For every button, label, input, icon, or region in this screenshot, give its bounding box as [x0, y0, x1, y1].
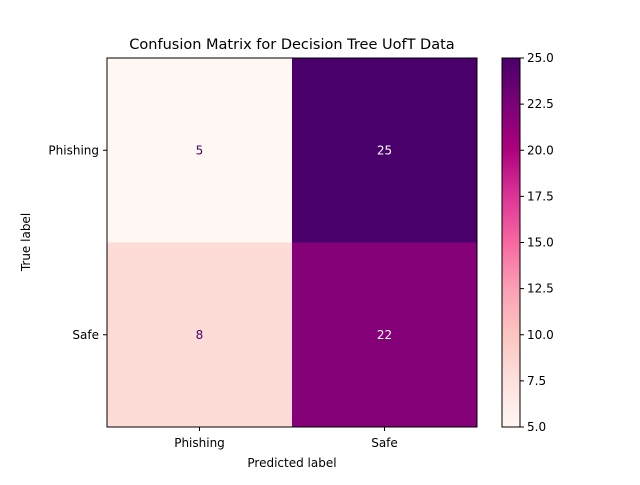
colorbar [501, 57, 521, 428]
colorbar-tick-label: 17.5 [527, 189, 554, 203]
cell-value-label: 8 [196, 328, 204, 342]
colorbar-tick-label: 25.0 [527, 51, 554, 65]
chart-title: Confusion Matrix for Decision Tree UofT … [129, 37, 454, 53]
x-axis-ticks: Phishing Safe [174, 427, 398, 450]
cell-value-label: 5 [196, 143, 204, 157]
plot-frame [106, 57, 478, 428]
colorbar-tick-label: 12.5 [527, 282, 554, 296]
heatmap-cell-labels: 5 25 8 22 [196, 143, 392, 342]
colorbar-tick-label: 15.0 [527, 236, 554, 250]
y-tick-label: Safe [72, 328, 99, 342]
heatmap-cell [292, 58, 477, 243]
colorbar-ticks: 5.0 7.5 10.0 12.5 15.0 17.5 20.0 22.5 25.0 [520, 51, 554, 434]
heatmap-cell [107, 242, 292, 427]
colorbar-tick-label: 10.0 [527, 328, 554, 342]
x-tick-label: Phishing [174, 436, 225, 450]
y-axis-label: True label [19, 213, 33, 272]
y-tick-label: Phishing [48, 143, 99, 157]
colorbar-tick-label: 7.5 [527, 374, 546, 388]
colorbar-tick-label: 5.0 [527, 420, 546, 434]
x-axis-label: Predicted label [247, 456, 336, 470]
y-axis-ticks: Phishing Safe [48, 143, 107, 342]
heatmap-cells [107, 58, 477, 427]
colorbar-tick-label: 20.0 [527, 143, 554, 157]
heatmap-cell [107, 58, 292, 243]
heatmap-cell [292, 242, 477, 427]
cell-value-label: 25 [377, 143, 392, 157]
x-tick-label: Safe [371, 436, 398, 450]
cell-value-label: 22 [377, 328, 392, 342]
colorbar-tick-label: 22.5 [527, 97, 554, 111]
